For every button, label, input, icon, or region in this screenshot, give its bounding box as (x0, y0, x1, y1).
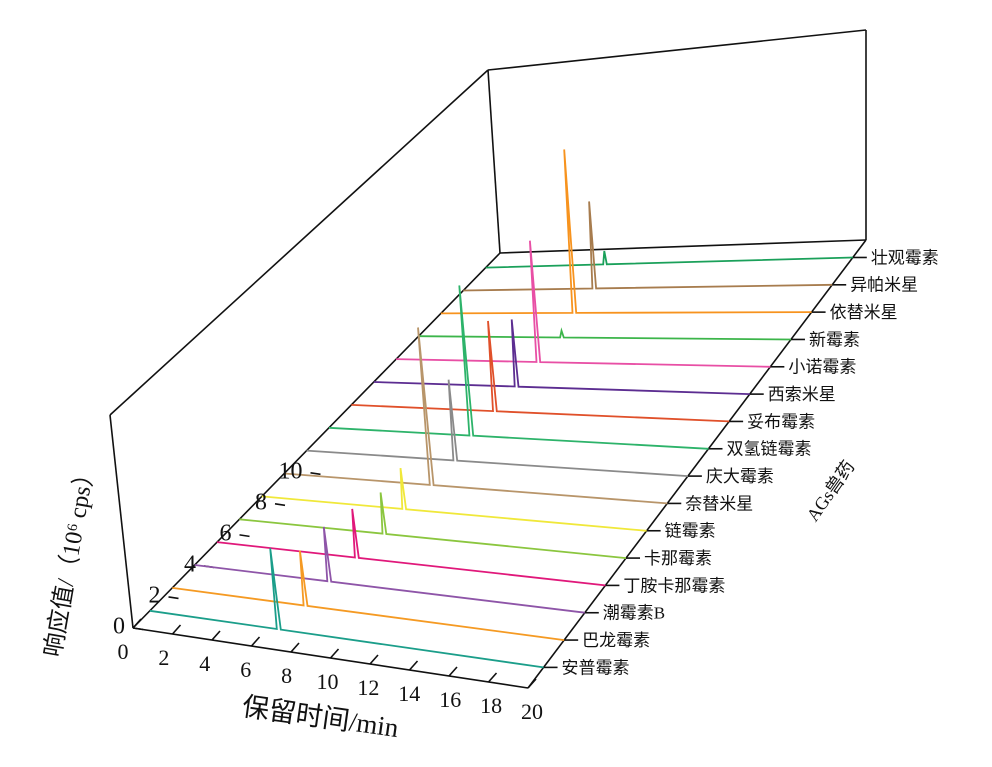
traces (149, 149, 853, 669)
x-tick (448, 666, 458, 677)
box-edge (487, 29, 867, 71)
y-tick-label: 4 (184, 551, 196, 577)
x-tick (369, 654, 379, 665)
axes-box (109, 29, 867, 689)
y-axis-title: 响应值/（10⁶ cps） (40, 460, 101, 659)
trace (194, 526, 585, 614)
y-tick (274, 503, 286, 507)
y-tick-label: 6 (220, 520, 232, 546)
trace (351, 320, 730, 423)
series-label: 妥布霉素 (747, 412, 815, 431)
series-label: 西索米星 (768, 385, 836, 404)
x-tick (487, 672, 498, 683)
x-tick (250, 636, 261, 647)
trace (261, 467, 647, 532)
x-tick (171, 624, 182, 635)
y-tick (132, 627, 144, 631)
box-edge (499, 239, 867, 254)
y-tick (239, 534, 250, 538)
x-tick-label: 8 (281, 663, 292, 688)
y-tick-label: 10 (279, 458, 303, 484)
series-label: 双氢链霉素 (726, 440, 811, 459)
x-tick (408, 660, 419, 671)
x-tick-label: 18 (480, 693, 502, 718)
series-label: 链霉素 (665, 522, 716, 541)
series-label: 小诺霉素 (788, 358, 856, 377)
x-tick-label: 16 (439, 687, 461, 712)
series-label: 壮观霉素 (871, 248, 939, 267)
x-tick (329, 648, 340, 659)
x-tick-label: 6 (240, 657, 251, 682)
x-tick (211, 630, 221, 641)
trace (485, 250, 853, 269)
x-tick-label: 14 (398, 681, 420, 706)
y-tick-label: 0 (113, 614, 125, 640)
box-edge (487, 69, 501, 254)
x-tick (290, 642, 300, 653)
x-tick-label: 0 (118, 639, 129, 664)
x-tick-label: 20 (521, 699, 543, 724)
box-edge (109, 69, 489, 416)
x-tick-label: 12 (357, 675, 379, 700)
series-label: 庆大霉素 (706, 467, 774, 486)
z-axis-line (527, 239, 867, 689)
series-label: 新霉素 (809, 330, 860, 349)
trace (418, 327, 792, 341)
x-tick-label: 2 (158, 645, 169, 670)
box-edge (132, 252, 501, 629)
x-tick (132, 618, 142, 629)
trace (396, 240, 771, 368)
series-label: 巴龙霉素 (582, 631, 650, 650)
trace (239, 492, 627, 559)
series-label: 安普霉素 (562, 658, 630, 677)
y-tick-label: 2 (149, 582, 161, 608)
trace (216, 508, 606, 587)
trace (284, 327, 668, 505)
series-label: 奈替米星 (685, 494, 753, 513)
y-tick (168, 596, 179, 600)
trace (306, 379, 688, 477)
series-label: 丁胺卡那霉素 (623, 576, 725, 595)
y-axis-line (109, 414, 134, 629)
z-axis-title: AGs兽药 (802, 457, 858, 525)
series-label: 异帕米星 (850, 276, 918, 295)
trace (440, 149, 812, 315)
series-label: 潮霉素B (603, 604, 665, 623)
trace (172, 550, 565, 641)
trace (149, 548, 544, 669)
trace (463, 201, 833, 292)
y-tick-label: 8 (255, 489, 267, 515)
series-label: 卡那霉素 (644, 549, 712, 568)
x-tick (527, 678, 537, 689)
y-tick (310, 471, 321, 476)
trace (328, 285, 709, 450)
x-tick-label: 4 (199, 651, 210, 676)
series-label: 依替米星 (830, 303, 898, 322)
x-tick-label: 10 (317, 669, 339, 694)
